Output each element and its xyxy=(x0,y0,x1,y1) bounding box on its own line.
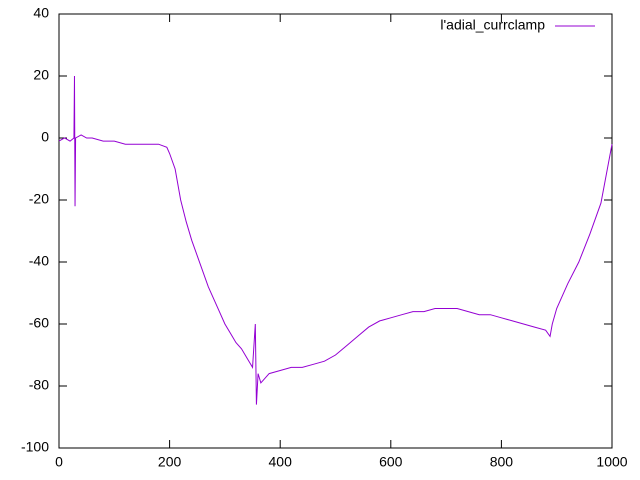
y-tick-label: 40 xyxy=(33,5,49,21)
y-tick-label: -60 xyxy=(29,315,49,331)
data-line xyxy=(58,75,613,405)
y-tick-label: -80 xyxy=(29,377,49,393)
y-tick-label: 0 xyxy=(41,129,49,145)
x-tick-label: 0 xyxy=(55,454,63,470)
x-tick-label: 600 xyxy=(379,454,403,470)
x-tick-label: 800 xyxy=(490,454,514,470)
y-tick-label: -100 xyxy=(21,439,49,455)
y-tick-label: 20 xyxy=(33,67,49,83)
y-tick-label: -20 xyxy=(29,191,49,207)
plot-border xyxy=(58,13,613,449)
x-tick-label: 200 xyxy=(158,454,182,470)
y-tick-label: -40 xyxy=(29,253,49,269)
legend-label: l'adial_currclamp xyxy=(440,17,545,33)
x-tick-label: 1000 xyxy=(596,454,627,470)
x-tick-label: 400 xyxy=(269,454,293,470)
